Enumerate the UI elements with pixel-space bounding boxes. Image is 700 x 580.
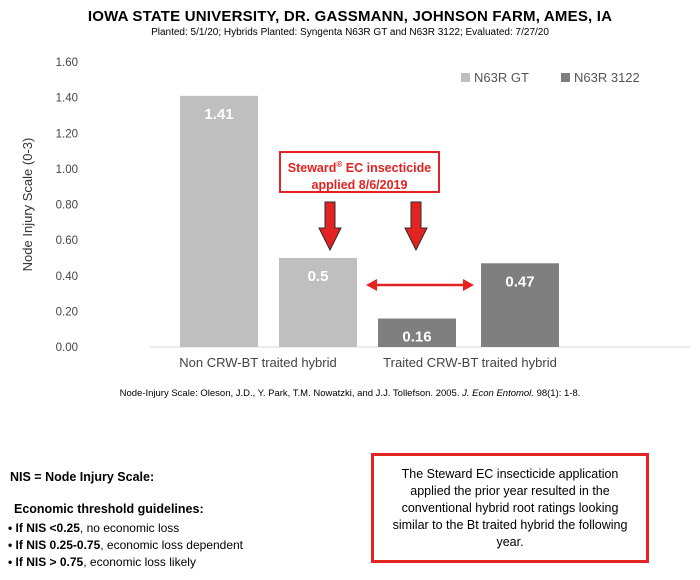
page-title: IOWA STATE UNIVERSITY, DR. GASSMANN, JOH… xyxy=(87,8,613,25)
y-axis-label: Node Injury Scale (0-3) xyxy=(20,138,35,272)
y-tick-label: 1.20 xyxy=(56,128,78,140)
threshold-heading: Economic threshold guidelines: xyxy=(14,502,204,516)
insecticide-annotation: Steward® EC insecticide applied 8/6/2019 xyxy=(279,151,440,193)
bar xyxy=(481,263,559,347)
bar xyxy=(378,318,456,347)
citation-journal: J. Econ Entomol. xyxy=(462,388,534,399)
bar-value-label: 0.16 xyxy=(402,329,431,346)
y-tick-label: 1.00 xyxy=(56,164,78,176)
y-tick-label: 0.60 xyxy=(56,235,78,247)
annotation-line1-word: Steward xyxy=(287,161,337,176)
comparison-arrow-right-icon xyxy=(463,279,474,291)
y-tick-label: 0.00 xyxy=(56,342,78,354)
page-subtitle: Planted: 5/1/20; Hybrids Planted: Syngen… xyxy=(151,27,549,38)
annotation-line1-rest: EC insecticide xyxy=(342,161,432,176)
bar-value-label: 0.47 xyxy=(505,273,534,290)
legend-swatch xyxy=(461,73,470,82)
legend-swatch xyxy=(561,73,570,82)
citation-suffix: 98(1): 1-8. xyxy=(536,388,581,399)
summary-note-box: The Steward EC insecticide application a… xyxy=(371,453,649,563)
summary-note: The Steward EC insecticide application a… xyxy=(392,466,628,549)
y-tick-label: 0.20 xyxy=(56,306,78,318)
comparison-arrow-left-icon xyxy=(366,279,377,291)
bar-value-label: 1.41 xyxy=(204,106,233,123)
category-label: Non CRW-BT traited hybrid xyxy=(179,355,337,370)
threshold-outcome: , no economic loss xyxy=(79,521,180,535)
threshold-condition: • If NIS > 0.75 xyxy=(8,555,84,569)
y-tick-label: 0.40 xyxy=(56,271,78,283)
down-arrow-icon xyxy=(318,201,342,252)
legend-label: N63R GT xyxy=(474,70,529,85)
legend-label: N63R 3122 xyxy=(574,70,640,85)
bar xyxy=(279,257,357,347)
category-label: Traited CRW-BT traited hybrid xyxy=(383,355,557,370)
citation: Node-Injury Scale: Oleson, J.D., Y. Park… xyxy=(0,388,700,399)
threshold-condition: • If NIS <0.25 xyxy=(8,521,80,535)
bar-chart: 0.00 0.20 0.40 0.60 0.80 1.00 1.20 1.40 1.60 Node… xyxy=(20,57,690,370)
threshold-condition: • If NIS 0.25-0.75 xyxy=(8,538,101,552)
registered-mark: ® xyxy=(336,160,343,169)
threshold-outcome: , economic loss dependent xyxy=(100,538,244,552)
threshold-item: • If NIS > 0.75, economic loss likely xyxy=(8,554,243,571)
bar-value-label: 0.5 xyxy=(308,268,329,285)
nis-definition: NIS = Node Injury Scale: xyxy=(10,470,155,484)
threshold-item: • If NIS <0.25, no economic loss xyxy=(8,520,243,537)
threshold-outcome: , economic loss likely xyxy=(83,555,196,569)
threshold-list: • If NIS <0.25, no economic loss • If NI… xyxy=(8,520,243,571)
annotation-line2: applied 8/6/2019 xyxy=(311,178,408,193)
threshold-item: • If NIS 0.25-0.75, economic loss depend… xyxy=(8,537,243,554)
y-tick-label: 1.60 xyxy=(56,57,78,69)
y-tick-label: 1.40 xyxy=(56,93,78,105)
citation-prefix: Node-Injury Scale: Oleson, J.D., Y. Park… xyxy=(119,388,460,399)
down-arrow-icon xyxy=(404,201,428,252)
bar xyxy=(180,95,258,347)
y-tick-label: 0.80 xyxy=(56,200,78,212)
